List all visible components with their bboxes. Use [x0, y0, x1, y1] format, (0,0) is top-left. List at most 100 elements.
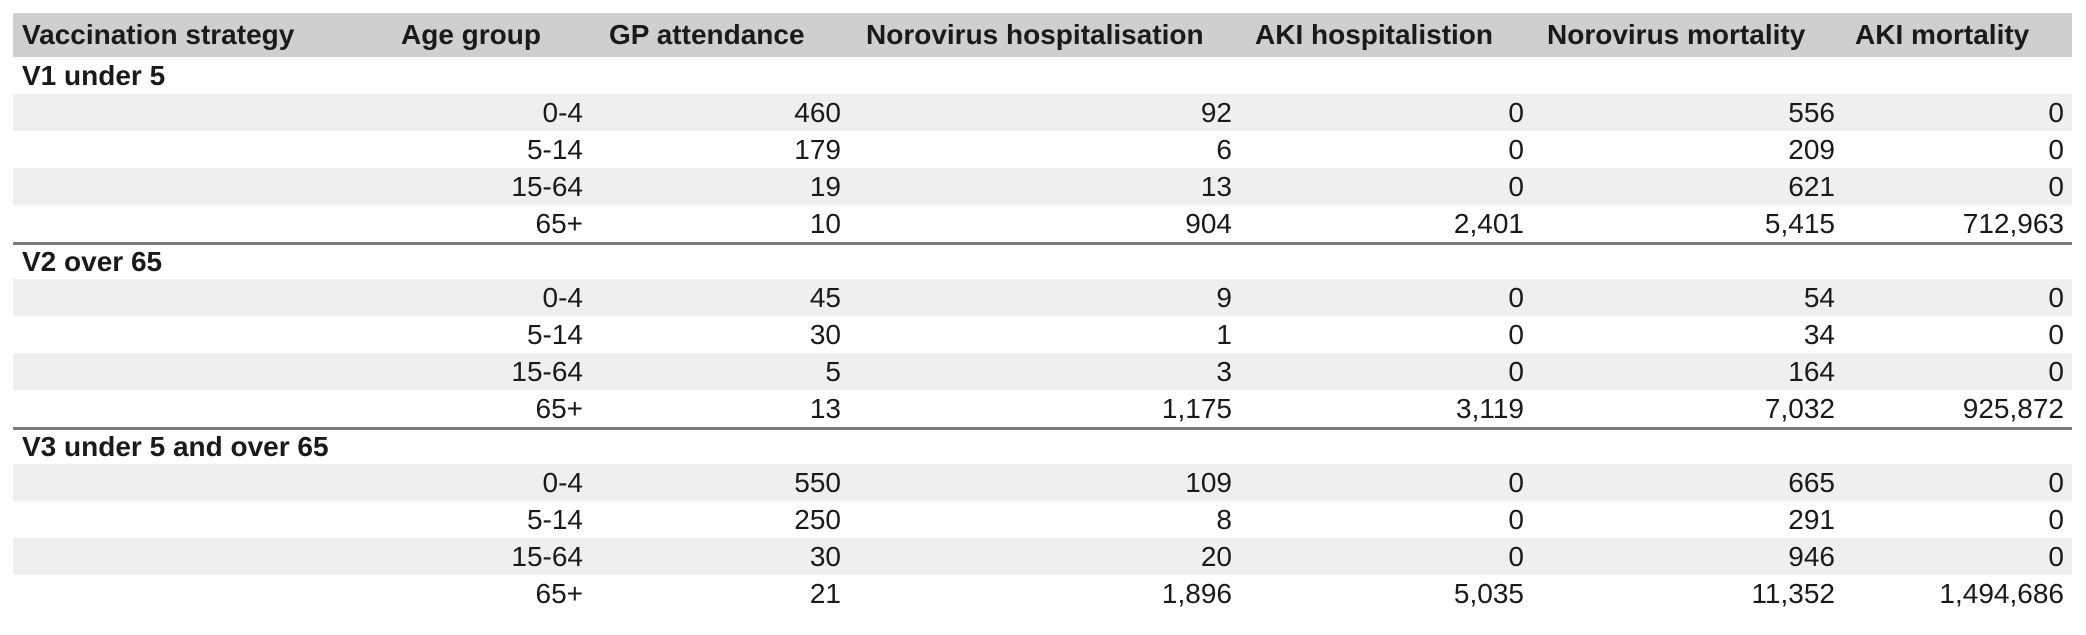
gp-attendance-cell: 550 [794, 466, 841, 498]
norovirus-mortality-cell: 11,352 [1751, 577, 1835, 609]
group-row: V3 under 5 and over 65 [13, 427, 2072, 464]
group-row: V2 over 65 [13, 242, 2072, 279]
aki-hospitalisation-cell: 0 [1508, 281, 1524, 313]
aki-hospitalisation-cell: 2,401 [1453, 207, 1524, 239]
table-row: 65+ 13 1,175 3,119 7,032 925,872 [13, 390, 2072, 427]
aki-mortality-cell: 0 [2048, 96, 2064, 128]
aki-hospitalisation-cell: 0 [1508, 503, 1524, 535]
gp-attendance-cell: 250 [794, 503, 841, 535]
aki-hospitalisation-cell: 0 [1508, 133, 1524, 165]
norovirus-mortality-cell: 34 [1803, 318, 1835, 350]
gp-attendance-cell: 460 [794, 96, 841, 128]
aki-mortality-cell: 0 [2048, 503, 2064, 535]
age-group-cell: 5-14 [526, 318, 583, 350]
aki-mortality-cell: 0 [2048, 133, 2064, 165]
aki-hospitalisation-cell: 3,119 [1456, 392, 1524, 424]
norovirus-hospitalisation-cell: 904 [1185, 207, 1232, 239]
group-row: V1 under 5 [13, 57, 2072, 94]
norovirus-mortality-cell: 54 [1803, 281, 1835, 313]
age-group-cell: 5-14 [526, 503, 583, 535]
norovirus-mortality-cell: 946 [1788, 540, 1835, 572]
aki-mortality-cell: 0 [2048, 540, 2064, 572]
aki-mortality-cell: 1,494,686 [1939, 577, 2064, 609]
aki-mortality-cell: 925,872 [1962, 392, 2064, 424]
gp-attendance-cell: 10 [809, 207, 841, 239]
aki-mortality-cell: 0 [2048, 170, 2064, 202]
table-row: 65+ 21 1,896 5,035 11,352 1,494,686 [13, 575, 2072, 612]
gp-attendance-cell: 179 [794, 133, 841, 165]
header-aki-mortality: AKI mortality [1855, 19, 2030, 50]
table-body: V1 under 5 0-4 460 92 0 556 0 5-14 179 6 0 209 0 15-6… [13, 57, 2072, 612]
norovirus-hospitalisation-cell: 1,175 [1161, 392, 1232, 424]
norovirus-mortality-cell: 291 [1788, 503, 1835, 535]
norovirus-hospitalisation-cell: 20 [1200, 540, 1232, 572]
norovirus-hospitalisation-cell: 92 [1200, 96, 1232, 128]
norovirus-hospitalisation-cell: 8 [1216, 503, 1232, 535]
gp-attendance-cell: 5 [825, 355, 841, 387]
gp-attendance-cell: 19 [809, 170, 841, 202]
aki-hospitalisation-cell: 0 [1508, 355, 1524, 387]
header-norovirus-mortality: Norovirus mortality [1547, 19, 1806, 50]
norovirus-hospitalisation-cell: 13 [1200, 170, 1232, 202]
age-group-cell: 15-64 [511, 540, 583, 572]
table-row: 15-64 19 13 0 621 0 [13, 168, 2072, 205]
norovirus-hospitalisation-cell: 1 [1216, 318, 1232, 350]
header-vaccination-strategy: Vaccination strategy [22, 19, 295, 50]
norovirus-mortality-cell: 209 [1788, 133, 1835, 165]
header-age-group: Age group [401, 19, 541, 50]
table-header-row: Vaccination strategy Age group GP attend… [13, 13, 2072, 57]
norovirus-mortality-cell: 621 [1788, 170, 1835, 202]
aki-hospitalisation-cell: 0 [1508, 540, 1524, 572]
table-row: 0-4 45 9 0 54 0 [13, 279, 2072, 316]
norovirus-hospitalisation-cell: 109 [1185, 466, 1232, 498]
norovirus-mortality-cell: 5,415 [1764, 207, 1835, 239]
aki-hospitalisation-cell: 0 [1508, 466, 1524, 498]
norovirus-hospitalisation-cell: 9 [1216, 281, 1232, 313]
age-group-cell: 65+ [535, 392, 584, 424]
gp-attendance-cell: 30 [809, 318, 841, 350]
gp-attendance-cell: 13 [809, 392, 841, 424]
table-row: 5-14 30 1 0 34 0 [13, 316, 2072, 353]
age-group-cell: 65+ [535, 577, 584, 609]
header-gp-attendance: GP attendance [609, 19, 805, 50]
aki-hospitalisation-cell: 0 [1508, 96, 1524, 128]
aki-hospitalisation-cell: 5,035 [1453, 577, 1524, 609]
header-norovirus-hospitalisation: Norovirus hospitalisation [866, 19, 1204, 50]
aki-hospitalisation-cell: 0 [1508, 318, 1524, 350]
age-group-cell: 0-4 [542, 281, 583, 313]
group-label: V2 over 65 [22, 246, 163, 277]
age-group-cell: 15-64 [511, 355, 583, 387]
age-group-cell: 0-4 [542, 466, 583, 498]
norovirus-mortality-cell: 164 [1788, 355, 1835, 387]
norovirus-hospitalisation-cell: 6 [1216, 133, 1232, 165]
group-label: V1 under 5 [22, 59, 166, 91]
table-row: 5-14 250 8 0 291 0 [13, 501, 2072, 538]
table-row: 5-14 179 6 0 209 0 [13, 131, 2072, 168]
aki-mortality-cell: 0 [2048, 318, 2064, 350]
results-table: Vaccination strategy Age group GP attend… [13, 13, 2072, 612]
aki-mortality-cell: 712,963 [1962, 207, 2064, 239]
age-group-cell: 0-4 [542, 96, 583, 128]
age-group-cell: 15-64 [511, 170, 583, 202]
age-group-cell: 65+ [535, 207, 584, 239]
group-label: V3 under 5 and over 65 [22, 431, 329, 462]
aki-mortality-cell: 0 [2048, 281, 2064, 313]
table-row: 0-4 550 109 0 665 0 [13, 464, 2072, 501]
gp-attendance-cell: 45 [809, 281, 841, 313]
norovirus-hospitalisation-cell: 3 [1216, 355, 1232, 387]
age-group-cell: 5-14 [526, 133, 583, 165]
gp-attendance-cell: 21 [809, 577, 841, 609]
table-row: 65+ 10 904 2,401 5,415 712,963 [13, 205, 2072, 242]
header-aki-hospitalisation: AKI hospitalistion [1255, 19, 1493, 50]
norovirus-hospitalisation-cell: 1,896 [1161, 577, 1232, 609]
aki-mortality-cell: 0 [2048, 466, 2064, 498]
aki-hospitalisation-cell: 0 [1508, 170, 1524, 202]
norovirus-mortality-cell: 665 [1788, 466, 1835, 498]
aki-mortality-cell: 0 [2048, 355, 2064, 387]
norovirus-mortality-cell: 556 [1788, 96, 1835, 128]
table-row: 0-4 460 92 0 556 0 [13, 94, 2072, 131]
norovirus-mortality-cell: 7,032 [1764, 392, 1835, 424]
table-row: 15-64 30 20 0 946 0 [13, 538, 2072, 575]
gp-attendance-cell: 30 [809, 540, 841, 572]
table-row: 15-64 5 3 0 164 0 [13, 353, 2072, 390]
